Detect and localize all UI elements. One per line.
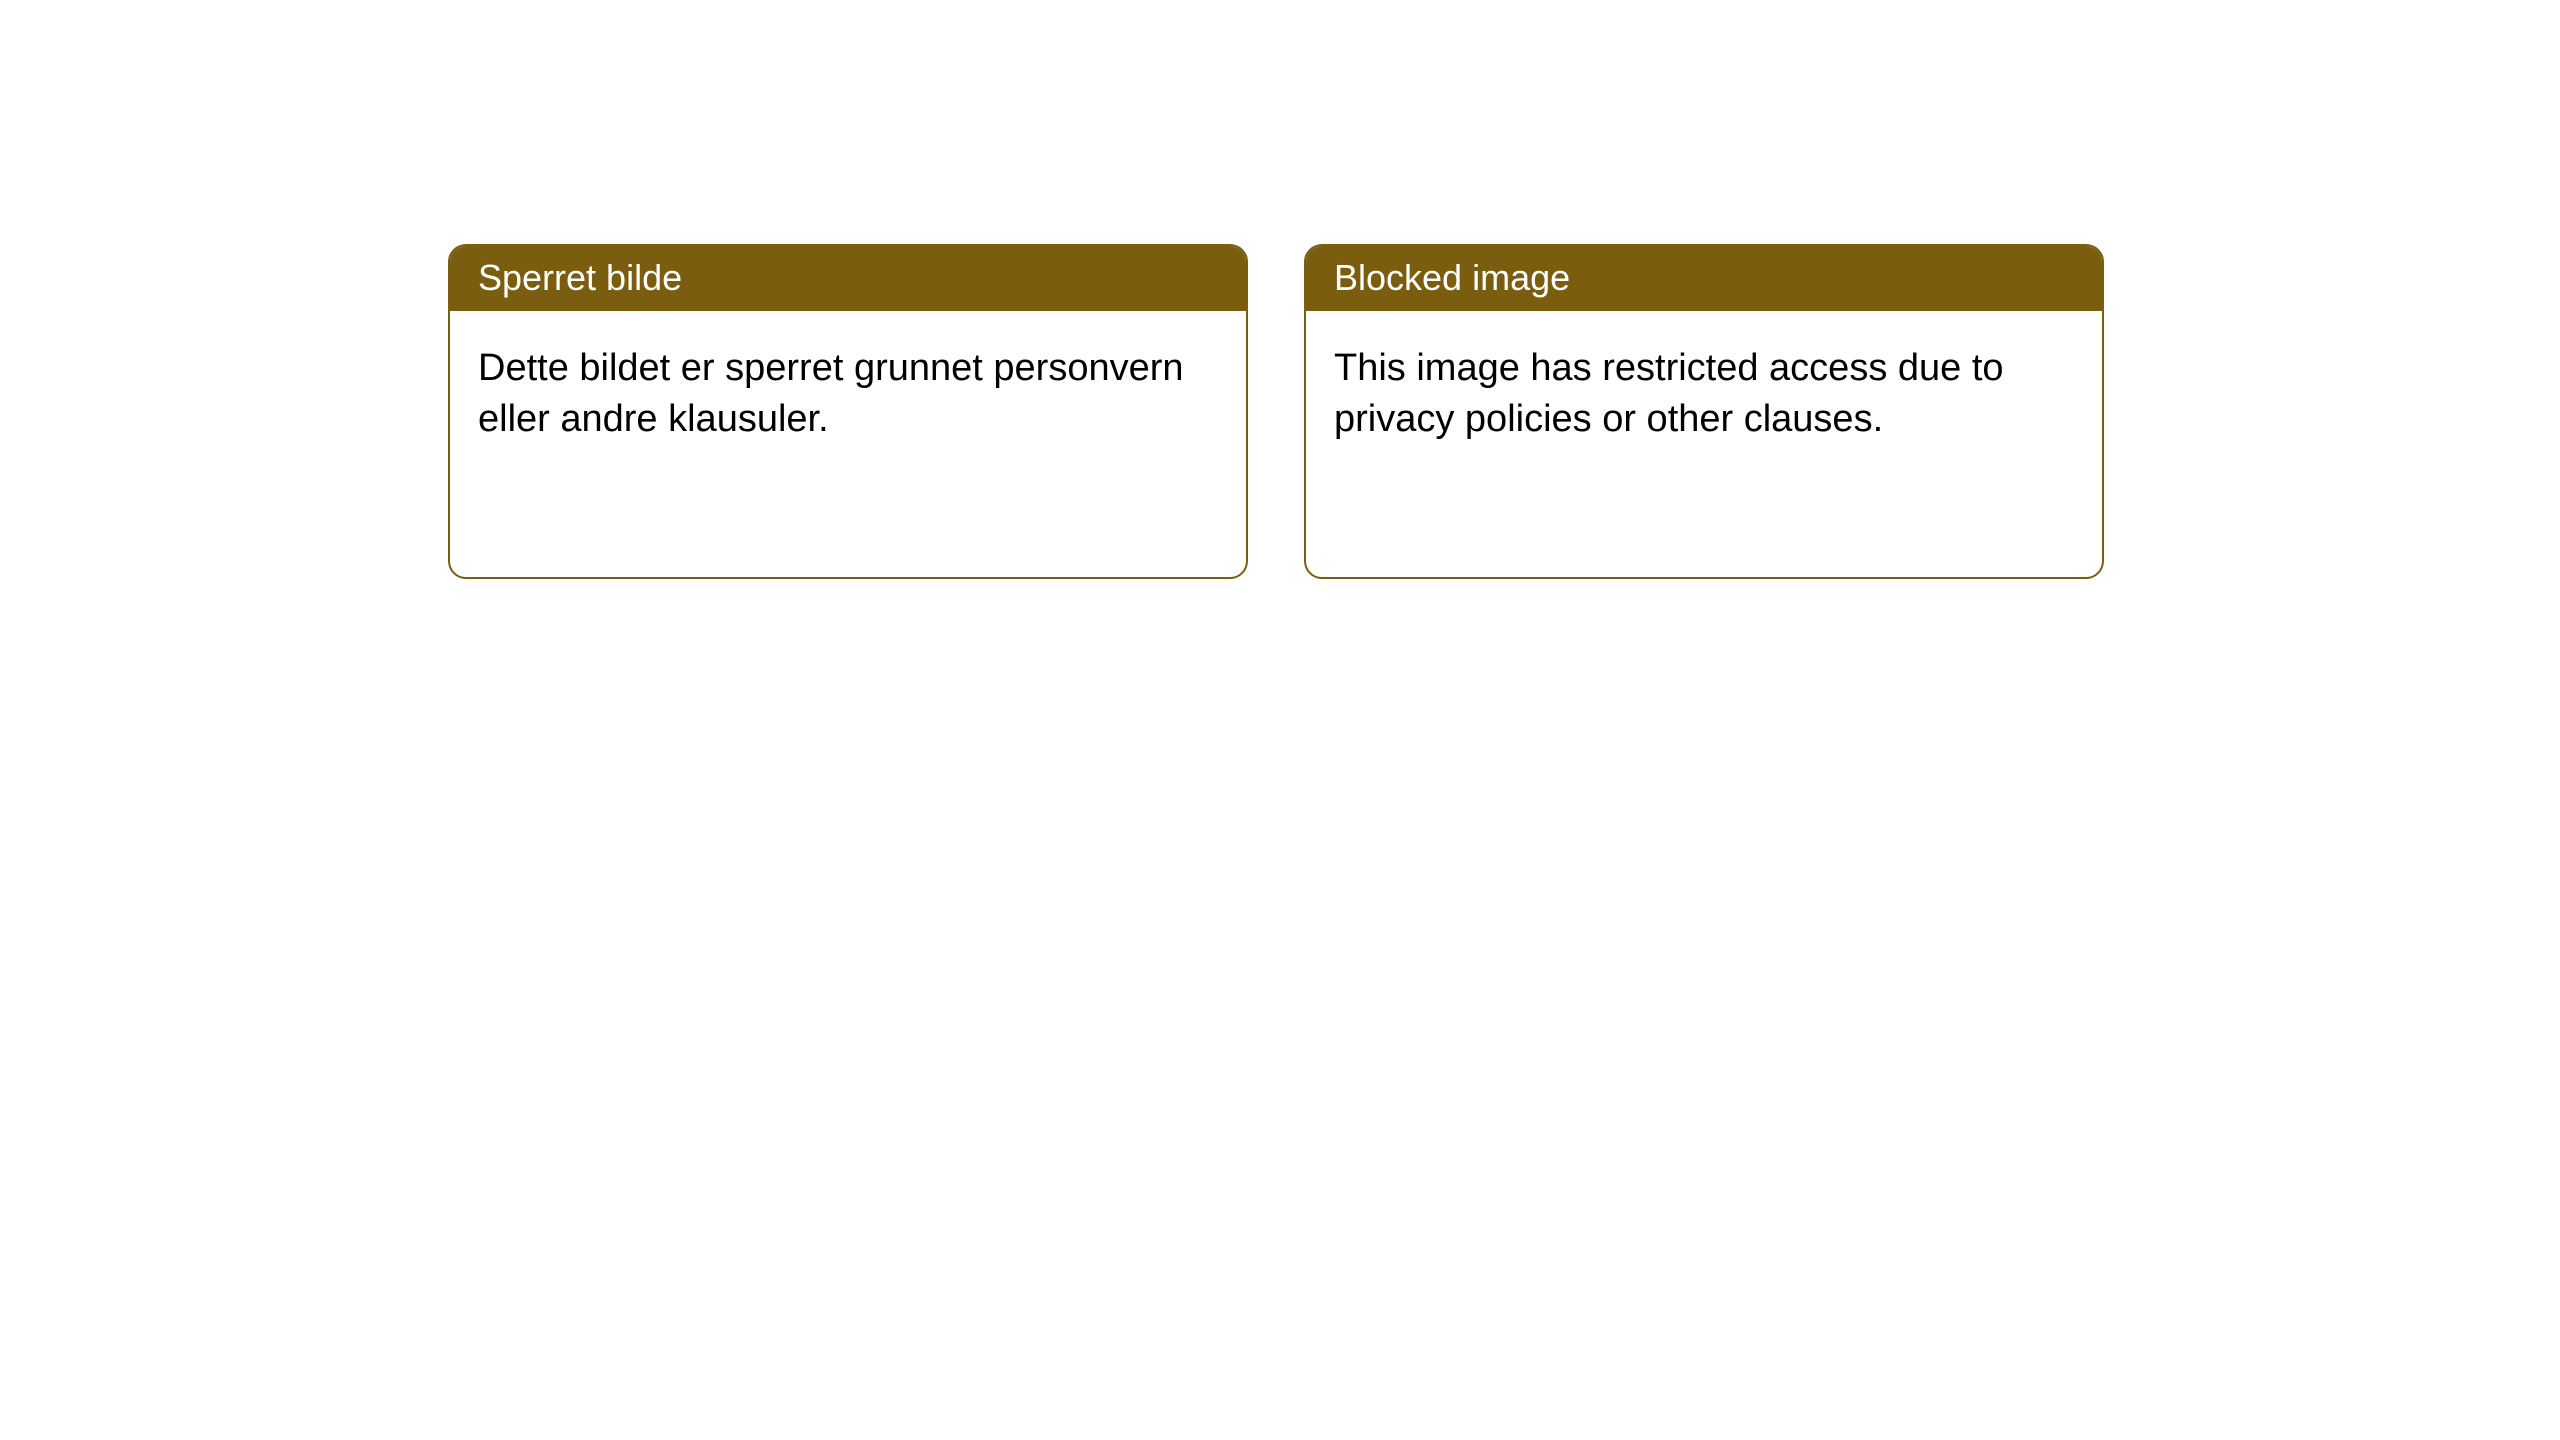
notice-card-body: This image has restricted access due to … — [1306, 311, 2102, 478]
notice-card-en: Blocked image This image has restricted … — [1304, 244, 2104, 579]
notice-card-title: Sperret bilde — [450, 246, 1246, 311]
notice-card-title: Blocked image — [1306, 246, 2102, 311]
notice-card-body: Dette bildet er sperret grunnet personve… — [450, 311, 1246, 478]
notice-container: Sperret bilde Dette bildet er sperret gr… — [0, 0, 2560, 579]
notice-card-no: Sperret bilde Dette bildet er sperret gr… — [448, 244, 1248, 579]
